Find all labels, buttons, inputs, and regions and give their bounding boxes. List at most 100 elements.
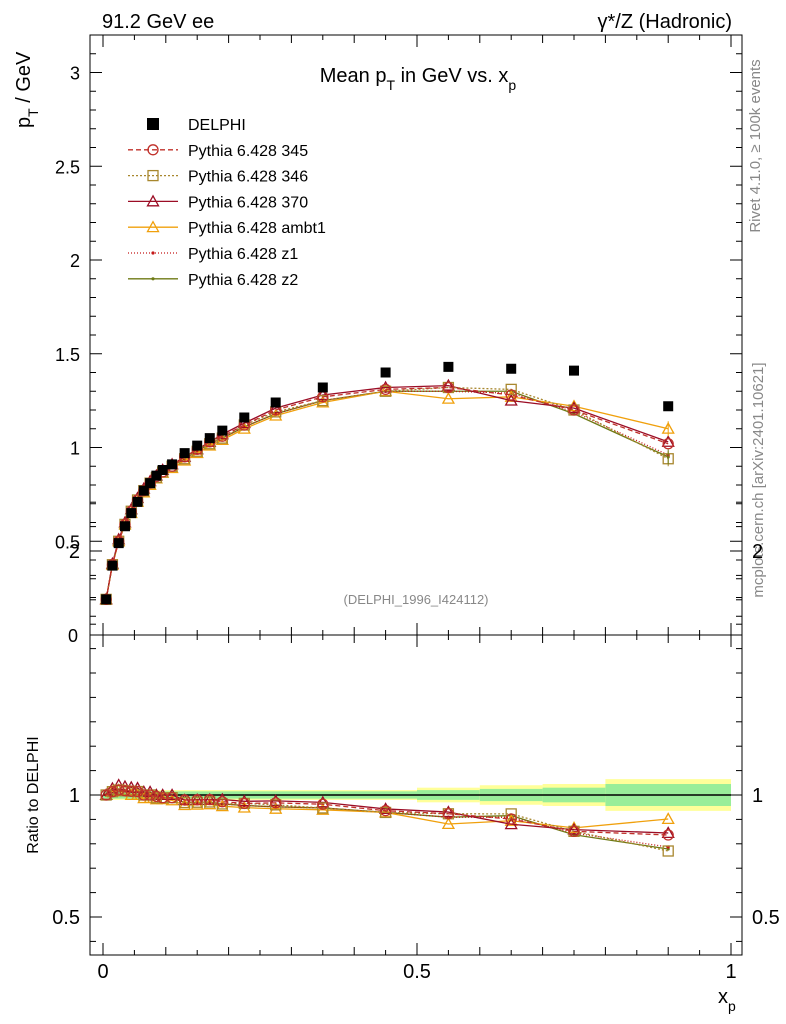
legend-marker bbox=[147, 118, 159, 130]
ratio-series-point bbox=[442, 808, 455, 820]
ratio-series-point bbox=[662, 845, 674, 857]
legend-marker bbox=[147, 144, 159, 156]
ratio-series-point bbox=[505, 813, 517, 825]
header-process: γ*/Z (Hadronic) bbox=[598, 11, 732, 33]
ratio-y-tick-label-right: 1 bbox=[752, 785, 763, 807]
ratio-y-tick-label-right: 0.5 bbox=[752, 907, 780, 929]
ratio-series-point bbox=[216, 796, 228, 808]
ratio-y-axis-label: Ratio to DELPHI bbox=[25, 736, 42, 853]
main-series-point bbox=[504, 393, 518, 406]
legend-marker bbox=[146, 220, 160, 233]
analysis-watermark: (DELPHI_1996_I424112) bbox=[343, 592, 488, 607]
delphi-data-point bbox=[443, 361, 454, 372]
ratio-series-point bbox=[150, 790, 163, 803]
x-axis-label: xp bbox=[718, 986, 736, 1014]
ratio-y-tick-label: 2 bbox=[69, 541, 80, 563]
legend-item: DELPHI bbox=[147, 117, 246, 134]
main-y-tick-label: 1 bbox=[70, 439, 80, 459]
main-y-tick-label: 3 bbox=[70, 64, 80, 84]
main-series-point bbox=[441, 378, 456, 391]
delphi-data-point bbox=[239, 412, 250, 423]
legend-marker bbox=[151, 277, 155, 281]
rivet-version-label: Rivet 4.1.0, ≥ 100k events bbox=[747, 59, 764, 232]
main-series-point bbox=[237, 416, 251, 429]
ratio-series-point bbox=[237, 794, 251, 807]
ratio-series-point bbox=[143, 791, 157, 804]
ratio-series-point bbox=[269, 801, 283, 814]
main-series-line bbox=[105, 386, 669, 600]
delphi-data-point bbox=[107, 560, 118, 571]
ratio-series-point bbox=[567, 822, 581, 835]
main-y-tick-label-zero: 0 bbox=[68, 626, 78, 646]
main-y-tick-label: 2.5 bbox=[55, 157, 80, 177]
legend-label: Pythia 6.428 345 bbox=[188, 143, 308, 160]
delphi-data-point bbox=[506, 363, 517, 374]
main-axes: 0.5 1 1.5 2 2.5 3 bbox=[55, 35, 742, 635]
legend-label: DELPHI bbox=[188, 117, 246, 134]
legend-item: Pythia 6.428 370 bbox=[128, 194, 308, 211]
ratio-series-point bbox=[125, 785, 137, 797]
main-series-point bbox=[567, 401, 581, 414]
delphi-data-point bbox=[101, 594, 112, 605]
delphi-data-point bbox=[151, 470, 162, 481]
main-series-group bbox=[99, 361, 675, 606]
delphi-data-point bbox=[145, 478, 156, 489]
ratio-series-point bbox=[165, 788, 179, 801]
chart-title: Mean pT in GeV vs. xp bbox=[320, 65, 517, 93]
delphi-data-point bbox=[192, 440, 203, 451]
ratio-series-point bbox=[661, 812, 675, 825]
legend-marker bbox=[147, 169, 159, 182]
ratio-series-point bbox=[178, 794, 191, 806]
x-tick-label: 1 bbox=[725, 961, 736, 983]
main-series-point bbox=[442, 381, 455, 394]
ratio-series-point bbox=[119, 785, 131, 797]
main-y-tick-label: 2 bbox=[70, 251, 80, 271]
ratio-axes: 0.5 0.5 1 1 2 2 0 0.5 1 bbox=[52, 501, 780, 983]
legend-label: Pythia 6.428 370 bbox=[188, 194, 308, 211]
legend-label: Pythia 6.428 z2 bbox=[188, 272, 298, 289]
ratio-series-point bbox=[238, 797, 250, 810]
mcplots-label: mcplots.cern.ch [arXiv:2401.10621] bbox=[750, 362, 767, 597]
delphi-data-point bbox=[270, 397, 281, 408]
main-series-point bbox=[203, 438, 217, 451]
ratio-series-point bbox=[204, 793, 216, 806]
ratio-series-point bbox=[317, 802, 329, 814]
ratio-series-point bbox=[106, 786, 119, 798]
main-y-tick-label: 0.5 bbox=[55, 532, 80, 552]
delphi-data-point bbox=[167, 459, 178, 470]
main-series-line bbox=[105, 390, 669, 600]
delphi-data-point bbox=[126, 508, 137, 519]
ratio-series-point bbox=[166, 792, 178, 804]
x-tick-label: 0.5 bbox=[403, 961, 431, 983]
legend-item: Pythia 6.428 345 bbox=[128, 143, 308, 160]
ratio-series-point bbox=[144, 789, 156, 801]
delphi-data-point bbox=[663, 401, 674, 412]
legend-marker bbox=[151, 251, 155, 255]
ratio-y-tick-label: 0.5 bbox=[52, 907, 80, 929]
main-series-point bbox=[441, 391, 456, 404]
ratio-series-point bbox=[316, 795, 330, 808]
main-series-point bbox=[269, 408, 283, 421]
y-axis-label: pT / GeV bbox=[13, 51, 41, 128]
main-series-point bbox=[378, 380, 393, 393]
ratio-y-tick-label-right: 2 bbox=[752, 541, 763, 563]
ratio-series-point bbox=[113, 784, 125, 796]
ratio-series-point bbox=[378, 802, 393, 814]
ratio-series-point bbox=[441, 817, 456, 830]
delphi-data-point bbox=[179, 448, 190, 459]
main-series-point bbox=[662, 438, 674, 450]
legend-label: Pythia 6.428 346 bbox=[188, 169, 308, 186]
ratio-series-point bbox=[138, 789, 150, 801]
legend-marker bbox=[146, 194, 160, 207]
delphi-data-point bbox=[138, 485, 149, 496]
main-series-point bbox=[269, 401, 283, 414]
delphi-data-point bbox=[317, 382, 328, 393]
legend-item: Pythia 6.428 z2 bbox=[128, 272, 298, 289]
main-series-point bbox=[661, 435, 675, 447]
ratio-series-point bbox=[100, 789, 112, 801]
delphi-data-point bbox=[157, 465, 168, 475]
header-energy: 91.2 GeV ee bbox=[102, 11, 214, 33]
main-series-point bbox=[237, 421, 251, 434]
ratio-series-point bbox=[270, 797, 282, 809]
